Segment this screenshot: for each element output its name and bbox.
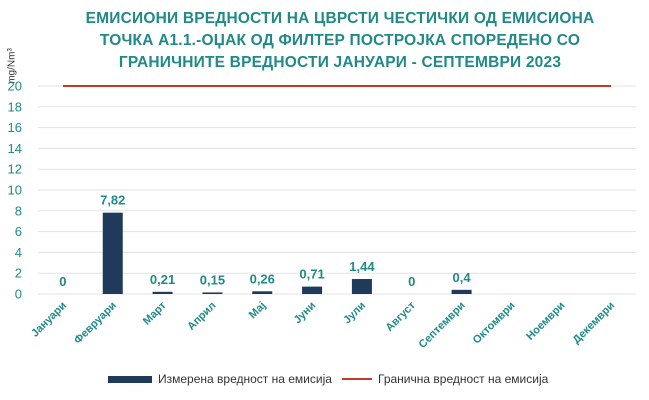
y-tick-label-18: 18 bbox=[8, 99, 22, 114]
y-tick-label-14: 14 bbox=[8, 141, 22, 156]
y-tick-label-12: 12 bbox=[8, 162, 22, 177]
bar-3 bbox=[152, 291, 173, 294]
y-tick-label-16: 16 bbox=[8, 120, 22, 135]
y-tick-label-8: 8 bbox=[15, 203, 22, 218]
bar-2 bbox=[102, 212, 123, 294]
bar-5 bbox=[252, 291, 273, 294]
x-tick-label-12: Декември bbox=[571, 300, 618, 347]
bar-chart: 0 2 4 6 8 10 12 14 16 18 20 0 7,82 0,21 0,15 0,26 0,71 1… bbox=[8, 79, 636, 351]
bar-4 bbox=[202, 292, 223, 294]
bar-9 bbox=[451, 289, 472, 294]
data-label-5: 0,26 bbox=[250, 271, 275, 286]
data-label-8: 0 bbox=[408, 274, 415, 289]
chart-title-line-2: ТОЧКА А1.1.-ОЏАК ОД ФИЛТЕР ПОСТРОЈКА СПО… bbox=[99, 32, 581, 49]
data-label-2: 7,82 bbox=[100, 193, 125, 208]
x-tick-label-10: Октомври bbox=[471, 300, 518, 347]
y-tick-label-4: 4 bbox=[15, 245, 22, 260]
bar-6 bbox=[302, 286, 323, 294]
x-tick-label-4: Април bbox=[185, 300, 218, 333]
x-axis-labels: Јануари Февруари Март Април Мај Јуни Јули Авгус… bbox=[29, 299, 617, 351]
chart-title-line-3: ГРАНИЧНИТЕ ВРЕДНОСТИ ЈАНУАРИ - СЕПТЕМВРИ… bbox=[118, 54, 562, 71]
x-tick-label-7: Јули bbox=[341, 300, 368, 327]
x-tick-label-8: Август bbox=[383, 299, 418, 334]
x-tick-label-6: Јуни bbox=[292, 300, 319, 327]
x-tick-label-1: Јануари bbox=[29, 300, 69, 340]
legend-label-limit: Гранична вредност на емисија bbox=[378, 372, 549, 386]
x-tick-label-5: Мај bbox=[247, 300, 269, 322]
legend-label-measured: Измерена вредност на емисија bbox=[158, 372, 332, 386]
y-tick-label-6: 6 bbox=[15, 224, 22, 239]
legend-swatch-bar bbox=[108, 375, 152, 383]
grid-lines bbox=[38, 85, 636, 295]
y-tick-label-10: 10 bbox=[8, 183, 22, 198]
y-tick-label-0: 0 bbox=[15, 287, 22, 302]
y-axis-ticks: 0 2 4 6 8 10 12 14 16 18 20 bbox=[8, 79, 22, 302]
data-labels: 0 7,82 0,21 0,15 0,26 0,71 1,44 0 0,4 bbox=[59, 193, 471, 289]
data-label-6: 0,71 bbox=[299, 267, 324, 282]
chart-title: ЕМИСИОНИ ВРЕДНОСТИ НА ЦВРСТИ ЧЕСТИЧКИ ОД… bbox=[60, 8, 620, 74]
data-label-9: 0,4 bbox=[453, 270, 472, 285]
y-tick-label-2: 2 bbox=[15, 266, 22, 281]
bars bbox=[102, 212, 472, 294]
legend-swatch-line bbox=[342, 378, 372, 380]
x-tick-label-3: Март bbox=[141, 299, 169, 327]
legend-item-measured: Измерена вредност на емисија bbox=[108, 372, 332, 386]
x-tick-label-11: Ноември bbox=[524, 300, 567, 343]
y-tick-label-20: 20 bbox=[8, 79, 22, 94]
data-label-4: 0,15 bbox=[200, 272, 225, 287]
data-label-1: 0 bbox=[59, 274, 66, 289]
legend: Измерена вредност на емисија Гранична вр… bbox=[0, 368, 649, 392]
data-label-3: 0,21 bbox=[150, 272, 175, 287]
x-tick-label-9: Септември bbox=[416, 300, 467, 351]
legend-item-limit: Гранична вредност на емисија bbox=[342, 372, 548, 386]
bar-7 bbox=[351, 279, 372, 294]
data-label-7: 1,44 bbox=[349, 259, 375, 274]
x-tick-label-2: Февруари bbox=[72, 300, 119, 347]
chart-title-line-1: ЕМИСИОНИ ВРЕДНОСТИ НА ЦВРСТИ ЧЕСТИЧКИ ОД… bbox=[85, 10, 595, 27]
